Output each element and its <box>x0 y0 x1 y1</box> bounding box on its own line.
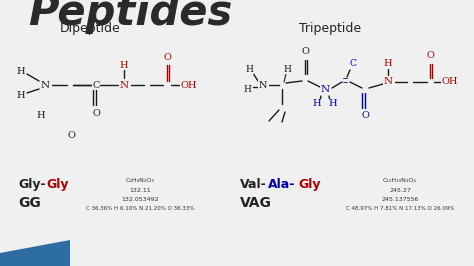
Text: N: N <box>320 85 329 94</box>
Text: C₁₀H₁₉N₃O₄: C₁₀H₁₉N₃O₄ <box>383 178 417 183</box>
Text: H: H <box>328 99 337 109</box>
Text: Ala-: Ala- <box>268 178 295 191</box>
Text: C: C <box>349 60 356 69</box>
Text: GG: GG <box>18 196 41 210</box>
Text: C₄H₈N₂O₃: C₄H₈N₂O₃ <box>126 178 155 183</box>
Text: O: O <box>163 52 171 61</box>
Text: C 48.97% H 7.81% N 17.13% O 26.09%: C 48.97% H 7.81% N 17.13% O 26.09% <box>346 206 454 211</box>
Text: H: H <box>245 64 253 73</box>
Text: OH: OH <box>442 77 458 86</box>
Text: 132.11: 132.11 <box>129 188 151 193</box>
Text: OH: OH <box>181 81 197 89</box>
Text: Gly: Gly <box>46 178 69 191</box>
Text: C: C <box>92 81 100 89</box>
Text: H: H <box>36 110 46 119</box>
Text: Gly-: Gly- <box>18 178 46 191</box>
Text: Gly: Gly <box>298 178 320 191</box>
Text: VAG: VAG <box>240 196 272 210</box>
Text: 245.27: 245.27 <box>389 188 411 193</box>
Text: N: N <box>383 77 392 86</box>
Text: H: H <box>17 90 25 99</box>
Text: H: H <box>383 60 392 69</box>
Text: 245.137556: 245.137556 <box>381 197 419 202</box>
Text: C 36.36% H 6.10% N 21.20% O 36.33%: C 36.36% H 6.10% N 21.20% O 36.33% <box>86 206 194 211</box>
Text: N: N <box>119 81 128 89</box>
Text: O: O <box>361 111 369 120</box>
Text: H: H <box>17 66 25 76</box>
Text: N: N <box>40 81 50 89</box>
Text: O: O <box>92 109 100 118</box>
Text: H: H <box>120 60 128 69</box>
Text: O: O <box>67 131 75 139</box>
Text: H: H <box>243 85 251 94</box>
Text: H: H <box>283 64 291 73</box>
Text: 132.053492: 132.053492 <box>121 197 159 202</box>
Text: Peptides: Peptides <box>28 0 232 34</box>
Text: Tripeptide: Tripeptide <box>299 22 361 35</box>
Text: Dipeptide: Dipeptide <box>60 22 120 35</box>
Text: O: O <box>426 52 434 60</box>
Polygon shape <box>0 240 70 266</box>
Text: H: H <box>313 99 321 109</box>
Text: O: O <box>301 48 309 56</box>
Text: Val-: Val- <box>240 178 267 191</box>
Text: N: N <box>259 81 267 89</box>
